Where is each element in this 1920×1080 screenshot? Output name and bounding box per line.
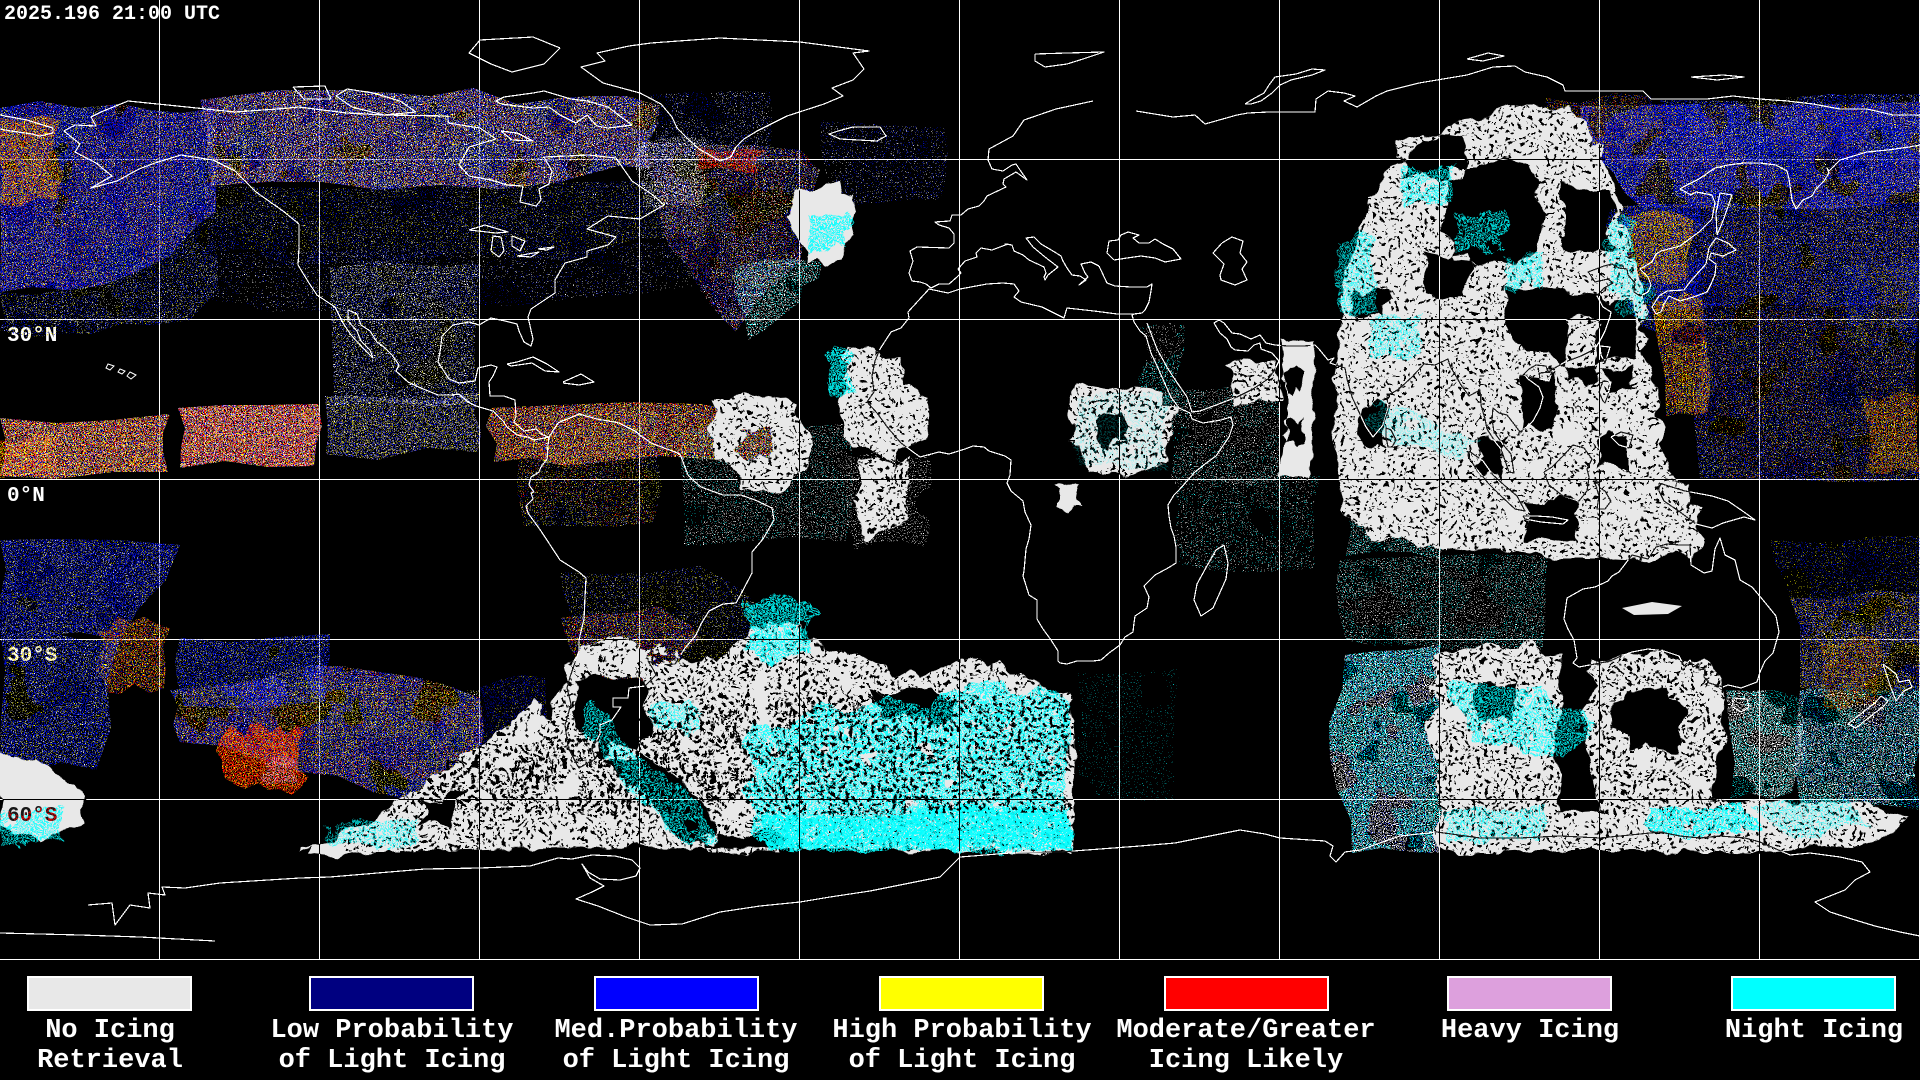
svg-text:of Light Icing: of Light Icing <box>849 1046 1076 1076</box>
svg-text:No Icing: No Icing <box>45 1016 175 1046</box>
svg-text:High Probability: High Probability <box>832 1016 1091 1046</box>
svg-text:Night Icing: Night Icing <box>1725 1016 1903 1046</box>
svg-text:Heavy Icing: Heavy Icing <box>1441 1016 1619 1046</box>
svg-text:Icing Likely: Icing Likely <box>1149 1046 1343 1076</box>
svg-text:Moderate/Greater: Moderate/Greater <box>1116 1016 1375 1046</box>
svg-text:30°S: 30°S <box>7 645 57 668</box>
svg-text:2025.196 21:00 UTC: 2025.196 21:00 UTC <box>4 3 220 26</box>
svg-text:of Light Icing: of Light Icing <box>563 1046 790 1076</box>
svg-text:Retrieval: Retrieval <box>37 1046 183 1076</box>
svg-text:Low Probability: Low Probability <box>270 1016 513 1046</box>
svg-text:Med.Probability: Med.Probability <box>554 1016 797 1046</box>
svg-text:0°N: 0°N <box>7 485 45 508</box>
svg-text:60°S: 60°S <box>7 805 57 828</box>
svg-text:30°N: 30°N <box>7 325 57 348</box>
svg-text:of Light Icing: of Light Icing <box>279 1046 506 1076</box>
